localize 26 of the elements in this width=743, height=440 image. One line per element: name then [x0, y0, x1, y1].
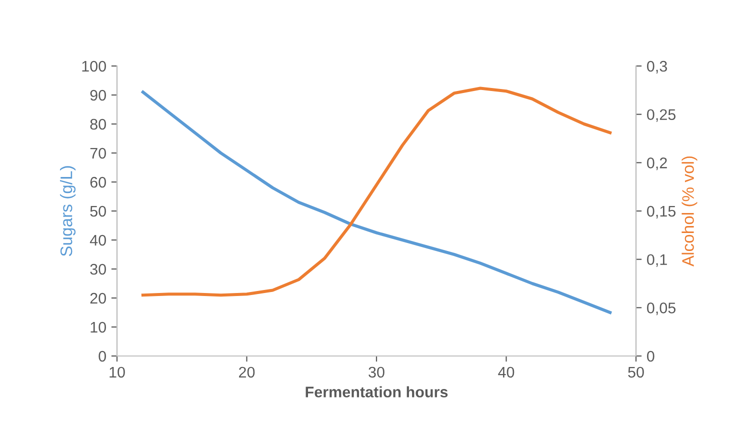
y-tick-label: 0: [98, 350, 106, 362]
y2-tick-label: 0: [647, 350, 654, 362]
y-tick-label: 90: [90, 90, 106, 101]
x-tick-label: 30: [368, 366, 384, 378]
y-axis-title: Sugars (g/L): [60, 166, 76, 256]
x-tick-label: 10: [110, 366, 125, 378]
y2-tick-label: 0,1: [647, 254, 667, 267]
y-tick-label: 60: [90, 176, 106, 188]
y2-tick-label: 0,2: [647, 158, 667, 170]
y-tick-label: 20: [90, 292, 106, 304]
y-tick-label: 80: [90, 118, 106, 130]
y-tick-label: 30: [90, 264, 106, 275]
y2-tick-label: 0,3: [647, 60, 667, 74]
x-tick-label: 20: [239, 366, 255, 378]
y2-tick-label: 0,25: [647, 109, 676, 122]
y-tick-label: 100: [82, 60, 106, 72]
y2-tick-label: 0,05: [647, 302, 676, 316]
x-axis-title: Fermentation hours: [306, 386, 448, 398]
x-tick-label: 50: [628, 366, 644, 378]
y-tick-label: 50: [90, 206, 106, 217]
y-tick-label: 10: [90, 322, 106, 333]
y-tick-label: 70: [90, 148, 106, 159]
y-tick-label: 40: [90, 234, 106, 246]
y2-tick-label: 0,15: [647, 206, 676, 218]
y2-axis-title: Alcohol (% vol): [682, 156, 698, 267]
x-tick-label: 40: [498, 366, 514, 378]
